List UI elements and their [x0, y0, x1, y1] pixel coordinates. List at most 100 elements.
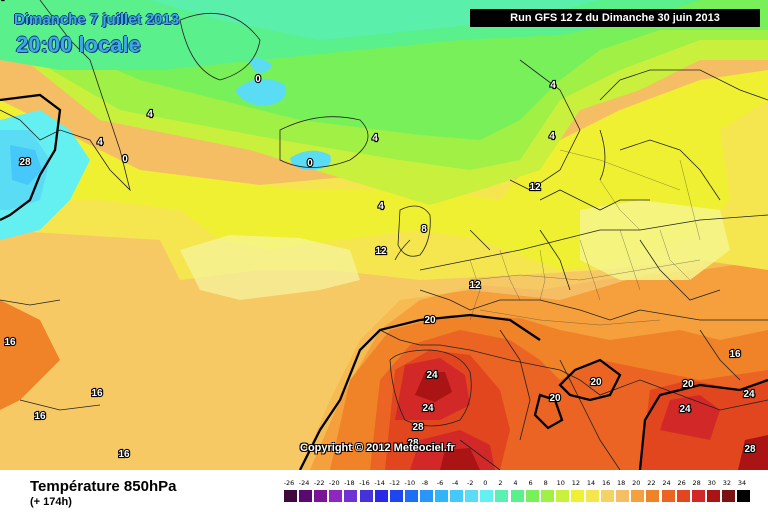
- scale-label: -20: [328, 479, 340, 487]
- isotherm-label: 20: [682, 379, 694, 390]
- isotherm-label: 16: [34, 411, 46, 422]
- scale-swatch: [616, 490, 630, 502]
- scale-label: 8: [543, 479, 548, 487]
- scale-label: -8: [421, 479, 429, 487]
- country-borders: [469, 149, 701, 326]
- scale-label: -2: [466, 479, 474, 487]
- isotherm-label: 4: [549, 131, 555, 142]
- scale-label: -10: [404, 479, 416, 487]
- scale-swatch: [495, 490, 509, 502]
- scale-swatch: [555, 490, 569, 502]
- isotherm-label: 24: [679, 404, 691, 415]
- scale-label: 0: [483, 479, 488, 487]
- scale-swatch: [284, 490, 297, 502]
- scale-label: -14: [374, 479, 385, 487]
- isotherm-label: 28: [744, 444, 756, 455]
- isotherm-label: 0: [307, 158, 313, 169]
- forecast-time-title: 20:00 locale: [16, 32, 141, 57]
- scale-swatch: [465, 490, 479, 502]
- band-16-core: [180, 235, 360, 300]
- isotherm-20-c: [533, 393, 564, 430]
- scale-swatch: [661, 490, 675, 502]
- isotherm-label: -4: [0, 0, 5, 3]
- scale-swatch: [450, 490, 464, 502]
- isotherm-label: 28: [407, 438, 419, 449]
- scale-swatch: [646, 490, 660, 502]
- isotherm-label: 12: [375, 246, 387, 257]
- band-28: [415, 372, 452, 402]
- scale-swatch: [374, 490, 388, 502]
- isotherm-label: 24: [743, 389, 755, 400]
- scale-swatch: [601, 490, 615, 502]
- scale-swatch: [570, 490, 584, 502]
- scale-swatch: [329, 490, 343, 502]
- scale-swatch: [344, 490, 358, 502]
- temperature-map: 4 0 0 0 4 4 4 4 4 8 12 12 12 16 16 16 16 16 20 20 20 20 24 24 24…: [0, 0, 768, 470]
- isotherm-20-b: [558, 358, 622, 402]
- scale-label: 34: [737, 479, 747, 487]
- scale-label: -18: [344, 479, 355, 487]
- band-28-b: [440, 448, 480, 470]
- isotherm-label: 0: [255, 74, 261, 85]
- isotherm-label: 24: [422, 403, 434, 414]
- scale-swatch: [540, 490, 554, 502]
- map-canvas: 4 0 0 0 4 4 4 4 4 8 12 12 12 16 16 16 16 16 20 20 20 20 24 24 24…: [0, 0, 768, 470]
- scale-label: 10: [556, 479, 565, 487]
- scale-swatch: [510, 490, 524, 502]
- scale-swatch: [359, 490, 373, 502]
- scale-label: 12: [571, 479, 581, 487]
- isotherm-label: 16: [729, 349, 741, 360]
- isotherm-labels: 4 0 0 0 4 4 4 4 4 8 12 12 12 16 16 16 16 16 20 20 20 20 24 24 24…: [0, 0, 757, 461]
- isotherm-20-d: [638, 378, 768, 470]
- band-20: [0, 300, 60, 410]
- isotherm-label: 20: [590, 377, 602, 388]
- coastlines: [0, 0, 768, 470]
- isotherm-0-line: [0, 93, 62, 222]
- scale-swatch: [631, 490, 645, 502]
- scale-label: 30: [707, 479, 716, 487]
- isotherm-label: 24: [426, 370, 438, 381]
- scale-label: -6: [436, 479, 444, 487]
- band-minus4: [10, 145, 42, 185]
- scale-label: -26: [283, 479, 295, 487]
- scale-swatch: [691, 490, 705, 502]
- band-12-east: [580, 200, 730, 280]
- band-26-c: [660, 395, 720, 440]
- isotherm-label: 12: [529, 182, 541, 193]
- isotherm-label: 4: [372, 133, 378, 144]
- scale-label: 22: [647, 479, 656, 487]
- scale-label: 26: [677, 479, 686, 487]
- scale-label: -24: [298, 479, 310, 487]
- scale-swatch: [435, 490, 448, 502]
- scale-swatch: [586, 490, 599, 502]
- isotherm-label: 16: [118, 449, 130, 460]
- color-scale-labels: -26 -24 -22 -20 -18 -16 -14 -12 -10 -8 -6 -4 -2 0 2 4 6 8…: [282, 479, 750, 489]
- isotherm-label: 8: [421, 224, 427, 235]
- isotherm-label: 16: [91, 388, 103, 399]
- isotherm-label: 4: [550, 80, 556, 91]
- scale-swatch: [706, 490, 720, 502]
- isotherm-label: 28: [412, 422, 424, 433]
- isotherm-label: 20: [424, 315, 436, 326]
- scale-label: 16: [601, 479, 611, 487]
- isotherm-label: 20: [549, 393, 561, 404]
- scale-swatch: [676, 490, 690, 502]
- copyright-notice: Copyright © 2012 Meteociel.fr: [300, 442, 455, 454]
- scale-swatch: [480, 490, 494, 502]
- isotherm-label: 4: [147, 109, 153, 120]
- scale-label: -16: [359, 479, 370, 487]
- scale-label: 2: [498, 479, 503, 487]
- scale-label: 6: [528, 479, 533, 487]
- scale-label: 14: [586, 479, 596, 487]
- scale-label: 24: [662, 479, 671, 487]
- scale-label: 4: [513, 479, 518, 487]
- band-12: [0, 70, 768, 270]
- cold-lake-1: [235, 78, 286, 106]
- isotherm-label: 4: [378, 201, 384, 212]
- isotherm-label: 4: [97, 137, 103, 148]
- scale-label: 18: [617, 479, 626, 487]
- scale-swatch: [721, 490, 735, 502]
- scale-label: 20: [632, 479, 641, 487]
- model-run-banner: Run GFS 12 Z du Dimanche 30 juin 2013: [470, 9, 760, 27]
- color-scale-swatches: [282, 490, 750, 502]
